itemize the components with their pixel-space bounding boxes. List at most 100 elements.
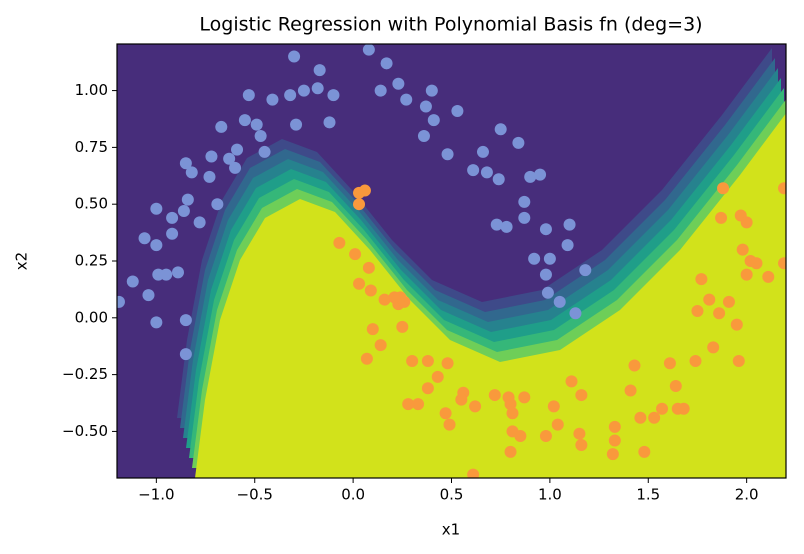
scatter-point xyxy=(360,352,373,365)
scatter-point xyxy=(551,418,564,431)
scatter-point xyxy=(490,218,503,231)
x-axis-label: x1 xyxy=(442,521,460,539)
scatter-point xyxy=(762,270,775,283)
scatter-point xyxy=(353,277,366,290)
scatter-point xyxy=(323,116,336,129)
scatter-point xyxy=(480,166,493,179)
x-tick-label: 0.0 xyxy=(341,486,365,504)
scatter-point xyxy=(518,195,531,208)
scatter-point xyxy=(691,304,704,317)
scatter-point xyxy=(179,157,192,170)
scatter-point xyxy=(634,411,647,424)
scatter-point xyxy=(512,136,525,149)
y-tick-label: 0.50 xyxy=(75,195,108,213)
scatter-point xyxy=(242,89,255,102)
scatter-point xyxy=(732,354,745,367)
scatter-point xyxy=(150,316,163,329)
scatter-point xyxy=(223,152,236,165)
contour-band xyxy=(195,113,786,478)
scatter-point xyxy=(215,120,228,133)
scatter-point xyxy=(648,411,661,424)
scatter-point xyxy=(402,398,415,411)
scatter-point xyxy=(388,291,401,304)
scatter-point xyxy=(250,118,263,131)
scatter-point xyxy=(569,307,582,320)
scatter-point xyxy=(539,223,552,236)
scatter-point xyxy=(541,286,554,299)
scatter-point xyxy=(238,114,251,127)
scatter-point xyxy=(553,295,566,308)
scatter-point xyxy=(160,268,173,281)
scatter-point xyxy=(412,398,425,411)
scatter-point xyxy=(126,275,139,288)
scatter-point xyxy=(740,268,753,281)
scatter-point xyxy=(203,170,216,183)
scatter-point xyxy=(358,184,371,197)
scatter-point xyxy=(469,400,482,413)
scatter-point xyxy=(333,236,346,249)
scatter-point xyxy=(455,393,468,406)
scatter-point xyxy=(179,348,192,361)
x-tick-label: −1.0 xyxy=(138,486,174,504)
scatter-point xyxy=(392,77,405,90)
scatter-point xyxy=(254,130,267,143)
x-tick-label: 2.0 xyxy=(735,486,759,504)
scatter-point xyxy=(543,252,556,265)
x-tick-label: 0.5 xyxy=(440,486,464,504)
scatter-point xyxy=(534,168,547,181)
scatter-point xyxy=(205,150,218,163)
scatter-point xyxy=(364,284,377,297)
scatter-point xyxy=(439,407,452,420)
x-tick-label: 1.0 xyxy=(538,486,562,504)
scatter-point xyxy=(443,418,456,431)
scatter-point xyxy=(518,211,531,224)
scatter-point xyxy=(575,439,588,452)
scatter-point xyxy=(608,434,621,447)
scatter-point xyxy=(778,182,786,195)
scatter-point xyxy=(431,370,444,383)
scatter-point xyxy=(353,198,366,211)
scatter-point xyxy=(297,84,310,97)
scatter-point xyxy=(628,359,641,372)
scatter-point xyxy=(166,227,179,240)
scatter-point xyxy=(441,357,454,370)
scatter-point xyxy=(266,93,279,106)
y-tick-label: 0.00 xyxy=(75,308,108,326)
scatter-point xyxy=(565,375,578,388)
scatter-point xyxy=(181,193,194,206)
y-tick-label: 0.25 xyxy=(75,252,108,270)
scatter-point xyxy=(313,64,326,77)
y-axis-label: x2 xyxy=(13,252,31,270)
scatter-point xyxy=(528,252,541,265)
scatter-point xyxy=(573,427,586,440)
scatter-point xyxy=(400,93,413,106)
scatter-point xyxy=(722,295,735,308)
scatter-point xyxy=(231,143,244,156)
scatter-point xyxy=(366,323,379,336)
scatter-point xyxy=(421,354,434,367)
scatter-point xyxy=(663,357,676,370)
scatter-point xyxy=(638,445,651,458)
scatter-point xyxy=(608,420,621,433)
y-tick-label: −0.50 xyxy=(62,422,108,440)
scatter-point xyxy=(138,232,151,245)
scatter-point xyxy=(193,216,206,229)
scatter-point xyxy=(380,57,393,70)
scatter-point xyxy=(150,202,163,215)
scatter-point xyxy=(740,216,753,229)
scatter-point xyxy=(362,261,375,274)
scatter-point xyxy=(179,314,192,327)
scatter-point xyxy=(561,239,574,252)
scatter-point xyxy=(311,82,324,95)
scatter-point xyxy=(177,205,190,218)
scatter-point xyxy=(467,468,480,478)
scatter-point xyxy=(427,114,440,127)
scatter-point xyxy=(504,398,517,411)
scatter-point xyxy=(524,170,537,183)
scatter-point xyxy=(349,248,362,261)
scatter-point xyxy=(488,389,501,402)
scatter-point xyxy=(736,243,749,256)
scatter-point xyxy=(166,211,179,224)
scatter-point xyxy=(695,273,708,286)
